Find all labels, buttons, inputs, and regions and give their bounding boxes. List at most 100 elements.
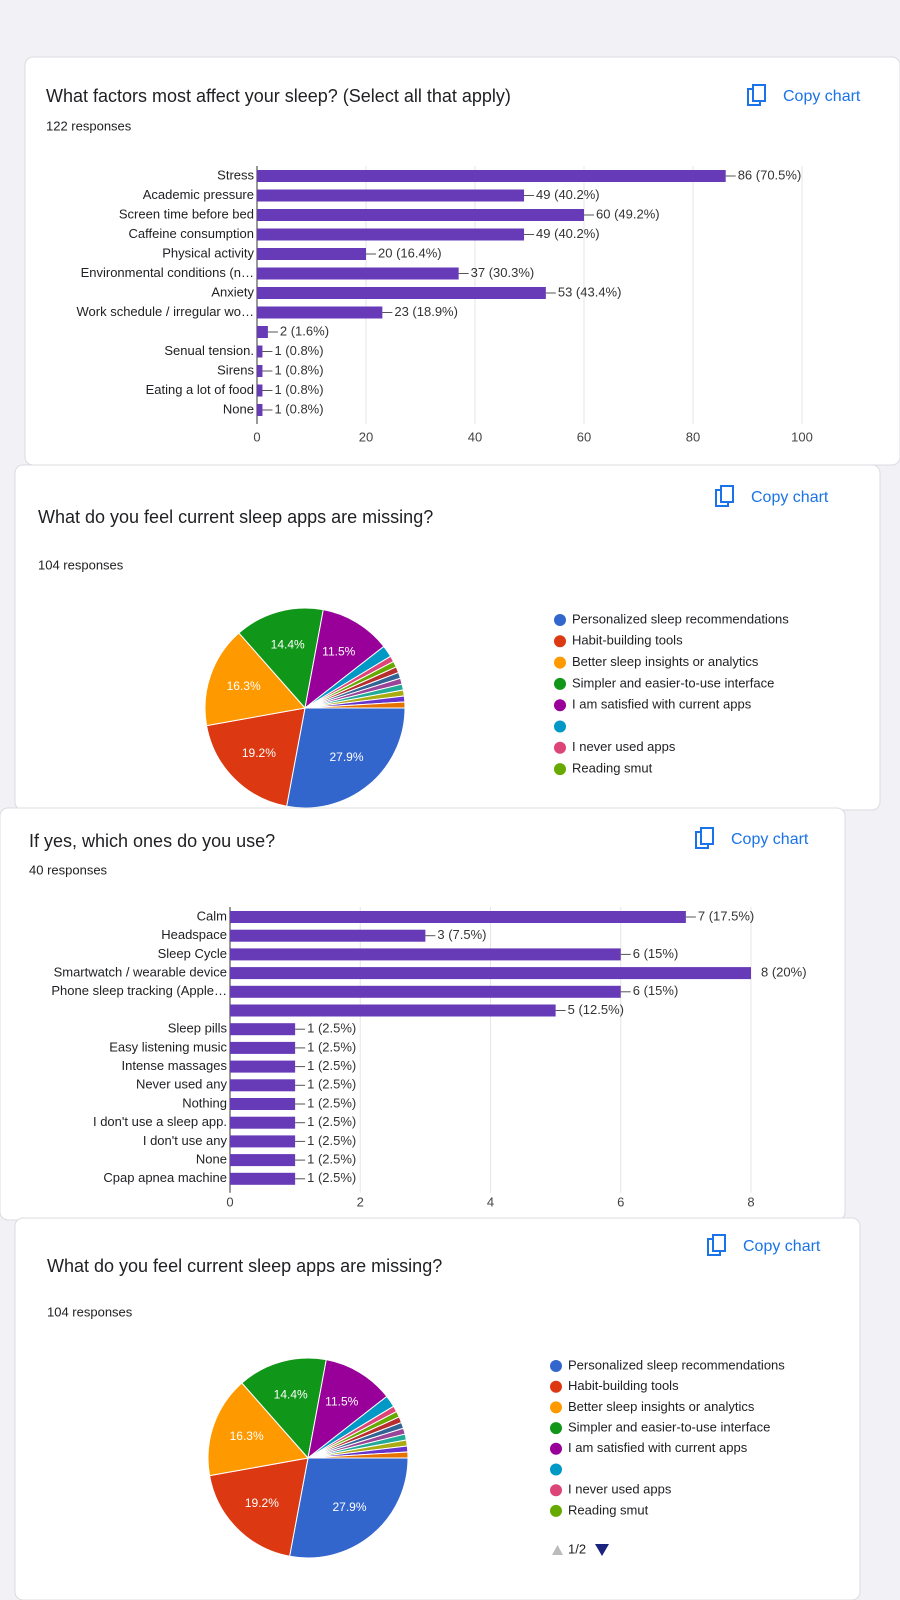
x-tick-label: 2	[357, 1194, 364, 1209]
data-label: 7 (17.5%)	[698, 908, 754, 923]
legend-marker	[550, 1380, 562, 1393]
data-label: 1 (2.5%)	[307, 1077, 356, 1092]
bar	[257, 170, 726, 182]
x-tick-label: 0	[226, 1194, 233, 1209]
category-label: Headspace	[161, 927, 227, 942]
x-tick-label: 6	[617, 1194, 624, 1209]
bar	[257, 189, 525, 202]
data-label: 1 (2.5%)	[307, 1095, 356, 1110]
copy-icon-front[interactable]	[712, 1234, 726, 1252]
data-label: 1 (2.5%)	[307, 1039, 356, 1054]
bar	[230, 1023, 296, 1036]
data-label: 5 (12.5%)	[568, 1002, 624, 1017]
data-label: 1 (2.5%)	[307, 1170, 356, 1185]
bar	[257, 384, 263, 397]
category-label: Anxiety	[211, 284, 254, 299]
response-count: 40 responses	[29, 862, 108, 877]
pie-slice	[205, 707, 306, 807]
legend-marker	[554, 720, 566, 733]
copy-chart-button[interactable]: Copy chart	[751, 489, 829, 506]
x-tick-label: 40	[468, 429, 482, 444]
slice-label: 19.2%	[242, 746, 276, 760]
category-label: Physical activity	[162, 245, 254, 260]
bar	[257, 267, 459, 280]
copy-chart-button[interactable]: Copy chart	[783, 88, 861, 105]
legend-label: Habit-building tools	[568, 1378, 679, 1393]
pie-slice	[304, 701, 406, 709]
bar	[230, 1116, 296, 1129]
legend-marker	[550, 1484, 562, 1497]
category-label: Intense massages	[121, 1058, 227, 1073]
copy-icon-front[interactable]	[752, 84, 766, 102]
legend-marker	[550, 1463, 562, 1476]
category-label: Sirens	[217, 362, 254, 377]
legend-marker	[550, 1422, 562, 1435]
data-label: 2 (1.6%)	[280, 323, 329, 338]
response-count: 104 responses	[38, 557, 124, 572]
data-label: 6 (15%)	[633, 946, 679, 961]
legend-label: Better sleep insights or analytics	[572, 654, 759, 669]
bar	[257, 306, 383, 319]
data-label: 49 (40.2%)	[536, 226, 600, 241]
legend-label: I am satisfied with current apps	[568, 1440, 748, 1455]
legend-marker	[554, 677, 566, 690]
category-label: Caffeine consumption	[128, 226, 254, 241]
legend-label: Reading smut	[572, 761, 653, 776]
category-label: Smartwatch / wearable device	[54, 965, 227, 980]
legend-marker	[554, 614, 566, 626]
slice-label: 19.2%	[245, 1496, 279, 1510]
chart-title: If yes, which ones do you use?	[29, 831, 275, 851]
bar	[230, 967, 751, 980]
category-label: Academic pressure	[143, 187, 254, 202]
pie-slice	[289, 1457, 409, 1559]
category-label: Screen time before bed	[119, 206, 254, 221]
slice-label: 16.3%	[227, 679, 261, 693]
legend-label: Personalized sleep recommendations	[568, 1357, 785, 1372]
bar	[257, 345, 263, 358]
legend-label: Personalized sleep recommendations	[572, 611, 789, 626]
legend-marker	[554, 635, 566, 648]
legend-marker	[550, 1360, 562, 1372]
response-count: 122 responses	[46, 118, 132, 133]
x-tick-label: 4	[487, 1194, 494, 1209]
pager-prev[interactable]	[552, 1545, 563, 1555]
bar	[230, 1079, 296, 1092]
copy-icon-front[interactable]	[720, 485, 734, 503]
x-tick-label: 80	[686, 429, 700, 444]
slice-label: 11.5%	[322, 645, 355, 659]
category-label: Sleep Cycle	[158, 946, 227, 961]
bar	[257, 248, 366, 260]
copy-chart-button[interactable]: Copy chart	[731, 831, 809, 848]
legend-marker	[550, 1504, 562, 1517]
category-label: I don't use any	[143, 1133, 228, 1148]
category-label: Eating a lot of food	[146, 382, 254, 397]
bar	[230, 948, 621, 961]
x-tick-label: 100	[791, 429, 813, 444]
legend-pager: 1/2	[568, 1541, 586, 1556]
bar	[257, 326, 268, 338]
bar	[230, 1098, 296, 1110]
bar	[230, 985, 621, 998]
x-tick-label: 8	[747, 1194, 754, 1209]
pie-slice	[241, 1357, 327, 1460]
copy-chart-button[interactable]: Copy chart	[743, 1238, 821, 1255]
legend-label: Habit-building tools	[572, 633, 683, 648]
category-label: Never used any	[136, 1077, 228, 1092]
bar	[230, 1135, 296, 1148]
category-label: Sleep pills	[168, 1021, 228, 1036]
bar	[257, 287, 546, 299]
category-label: Phone sleep tracking (Apple…	[51, 983, 227, 998]
data-label: 23 (18.9%)	[394, 304, 458, 319]
pager-next[interactable]	[595, 1544, 609, 1556]
pie-slice	[238, 607, 324, 710]
slice-label: 14.4%	[271, 638, 305, 652]
pie-slice	[307, 1451, 409, 1459]
category-label: Easy listening music	[109, 1039, 227, 1054]
legend-marker	[550, 1442, 562, 1455]
response-count: 104 responses	[47, 1304, 133, 1319]
legend-label: I am satisfied with current apps	[572, 697, 752, 712]
slice-label: 14.4%	[274, 1388, 308, 1402]
data-label: 1 (2.5%)	[307, 1058, 356, 1073]
copy-icon-front[interactable]	[700, 827, 714, 845]
legend-marker	[554, 699, 566, 712]
